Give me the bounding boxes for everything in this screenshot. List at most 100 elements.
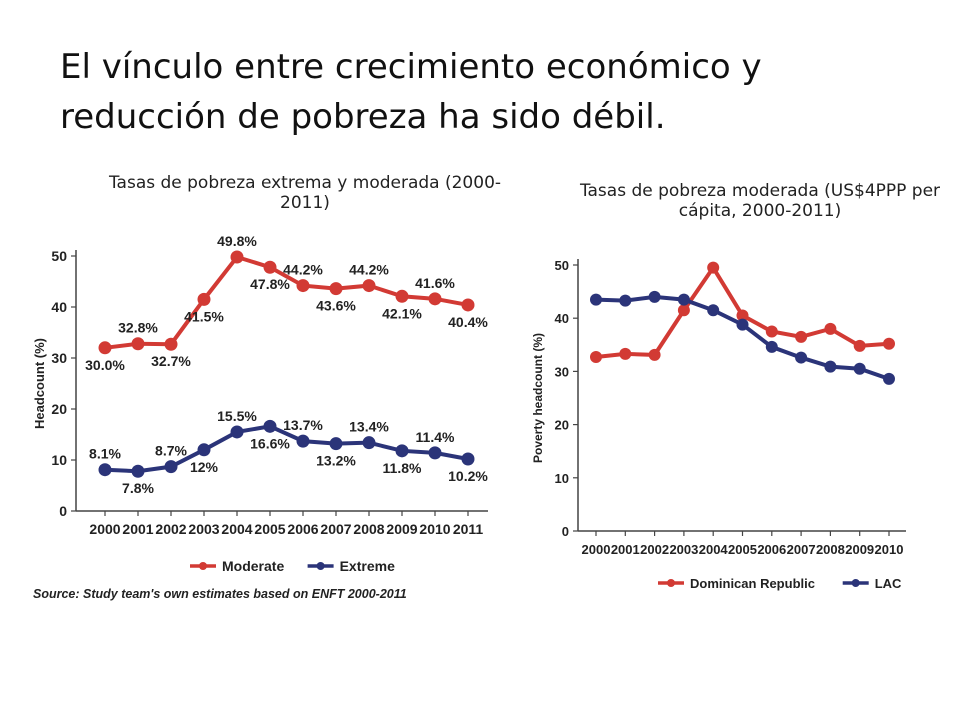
x-tick-label: 2009 [845, 542, 874, 557]
data-label: 7.8% [122, 480, 154, 496]
data-label: 43.6% [316, 298, 356, 314]
data-point [648, 290, 661, 303]
y-tick-label: 10 [51, 452, 67, 468]
y-tick-label: 30 [51, 350, 67, 366]
x-tick-label: 2007 [787, 542, 816, 557]
data-point [765, 340, 778, 353]
x-tick-label: 2003 [669, 542, 698, 557]
y-tick-label: 0 [59, 503, 67, 519]
data-point [197, 443, 211, 457]
data-label: 8.1% [89, 446, 121, 462]
y-axis-label: Headcount (%) [32, 338, 47, 429]
x-tick-label: 2006 [287, 521, 318, 537]
legend-label: Extreme [340, 558, 395, 574]
data-point [883, 372, 895, 385]
y-tick-label: 50 [51, 248, 67, 264]
legend-swatch-dot [199, 562, 207, 570]
data-point [230, 425, 244, 439]
x-tick-label: 2011 [453, 521, 484, 537]
data-point [395, 444, 409, 458]
data-label: 12% [190, 459, 219, 475]
data-point [131, 337, 145, 351]
legend-label: LAC [875, 576, 902, 591]
data-point [428, 292, 442, 306]
data-point [765, 325, 778, 338]
data-label: 11.4% [416, 429, 455, 445]
y-tick-label: 50 [555, 258, 569, 273]
x-tick-label: 2001 [122, 521, 153, 537]
chart-subtitle-moderate-lac: Tasas de pobreza moderada (US$4PPP per c… [579, 181, 941, 221]
y-tick-label: 20 [555, 418, 569, 433]
data-point [131, 464, 145, 478]
data-label: 16.6% [250, 435, 290, 451]
data-point [590, 351, 602, 364]
data-point [853, 339, 866, 352]
x-tick-label: 2000 [582, 542, 611, 557]
data-point [619, 294, 632, 307]
data-point [230, 250, 244, 264]
x-tick-label: 2005 [254, 521, 285, 537]
data-label: 41.6% [415, 275, 455, 291]
data-point [197, 292, 211, 306]
y-tick-label: 0 [562, 524, 569, 539]
data-point [677, 304, 690, 317]
data-point [461, 452, 475, 466]
data-label: 13.2% [316, 453, 356, 469]
x-tick-label: 2000 [89, 521, 120, 537]
legend-label: Dominican Republic [690, 576, 815, 591]
legend-swatch-dot [316, 562, 325, 570]
x-tick-label: 2003 [188, 521, 219, 537]
data-point [164, 460, 178, 474]
y-tick-label: 30 [555, 364, 569, 379]
data-label: 40.4% [448, 314, 488, 330]
x-tick-label: 2009 [386, 521, 417, 537]
x-tick-label: 2004 [221, 521, 252, 537]
data-point [795, 351, 808, 364]
data-label: 49.8% [217, 236, 257, 249]
data-label: 32.7% [151, 353, 191, 369]
data-point [707, 304, 720, 317]
y-tick-label: 40 [51, 299, 67, 315]
data-label: 15.5% [217, 408, 257, 424]
data-point [362, 279, 376, 293]
data-point [707, 261, 720, 274]
data-label: 47.8% [250, 276, 290, 292]
data-label: 13.7% [283, 417, 323, 433]
x-tick-label: 2010 [875, 542, 904, 557]
data-point [362, 436, 376, 450]
data-point [824, 322, 837, 335]
legend-swatch-dot [667, 579, 675, 587]
y-tick-label: 40 [555, 311, 569, 326]
data-point [296, 279, 310, 293]
y-tick-label: 20 [51, 401, 67, 417]
data-point [329, 437, 343, 451]
data-point [736, 318, 749, 331]
legend-swatch-dot [851, 579, 860, 587]
chart-subtitle-extreme-moderate: Tasas de pobreza extrema y moderada (200… [108, 173, 502, 213]
y-axis-label: Poverty headcount (%) [531, 333, 545, 463]
data-label: 11.8% [383, 460, 422, 476]
x-tick-label: 2008 [353, 521, 384, 537]
data-point [824, 360, 837, 373]
data-point [98, 341, 112, 355]
data-point [329, 282, 343, 296]
legend-label: Moderate [222, 558, 284, 574]
data-point [853, 362, 866, 375]
data-point [590, 293, 602, 306]
data-point [795, 330, 808, 343]
data-label: 44.2% [349, 262, 389, 278]
data-label: 10.2% [448, 468, 488, 484]
data-point [677, 293, 690, 306]
y-tick-label: 10 [555, 471, 569, 486]
x-tick-label: 2001 [611, 542, 640, 557]
data-point [736, 309, 749, 322]
data-point [263, 419, 277, 433]
data-label: 30.0% [85, 357, 125, 373]
poverty-rates-chart: 0 10 20 30 40 50 2000 2001 2002 2003 2004 2005 2006 2… [32, 236, 488, 574]
data-point [428, 446, 442, 460]
data-label: 32.8% [118, 320, 158, 336]
data-label: 41.5% [184, 308, 224, 324]
x-tick-label: 2010 [419, 521, 450, 537]
x-tick-label: 2002 [155, 521, 186, 537]
